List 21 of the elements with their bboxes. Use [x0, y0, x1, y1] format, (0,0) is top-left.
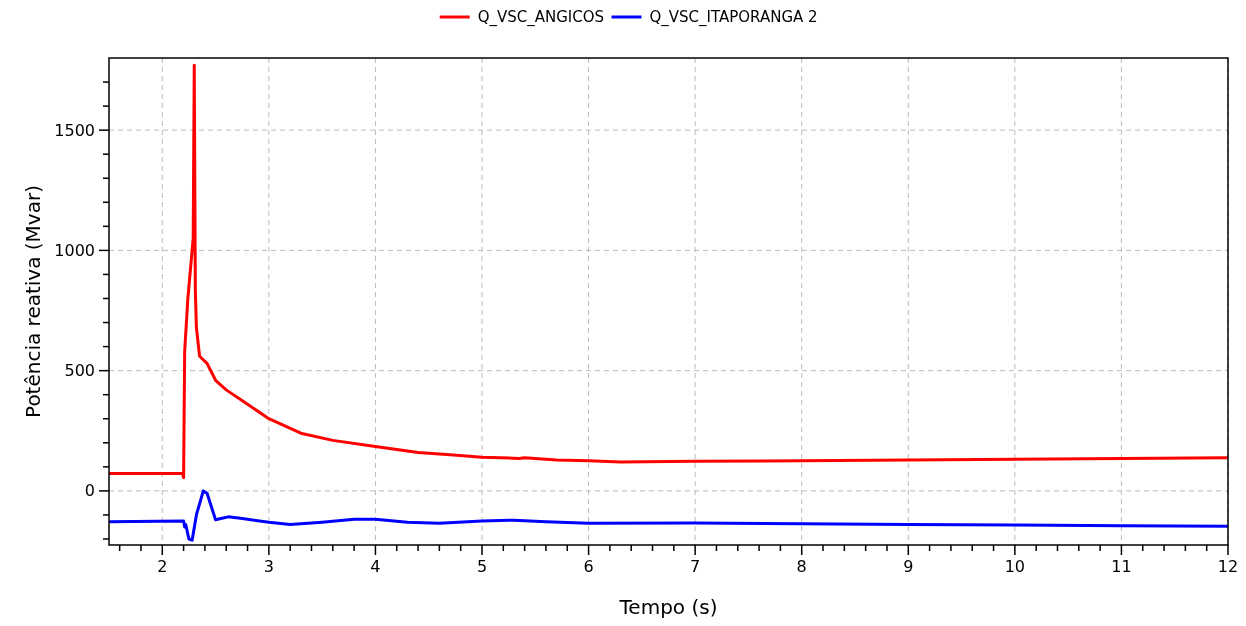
- x-tick-label: 9: [903, 557, 914, 576]
- x-tick-label: 2: [157, 557, 168, 576]
- y-tick-label: 500: [64, 361, 95, 381]
- x-tick-label: 10: [1004, 557, 1026, 576]
- y-tick-label: 1000: [54, 241, 95, 260]
- legend-label: Q_VSC_ANGICOS: [477, 8, 605, 27]
- x-tick-label: 12: [1217, 557, 1239, 576]
- y-tick-label: 0: [84, 481, 95, 501]
- x-tick-label: 8: [796, 557, 807, 576]
- y-tick-label: 1500: [54, 120, 95, 140]
- x-tick-label: 11: [1111, 557, 1132, 576]
- line-series: [109, 489, 1228, 542]
- x-tick-label: 7: [690, 557, 701, 576]
- y-axis-title: Potência reativa (Mvar): [21, 185, 45, 418]
- x-tick-label: 5: [476, 557, 488, 576]
- x-axis-title: Tempo (s): [618, 595, 718, 619]
- line-series: [109, 63, 1228, 480]
- x-tick-label: 6: [583, 557, 594, 576]
- x-tick-label: 3: [263, 557, 274, 576]
- x-tick-label: 4: [370, 557, 381, 576]
- legend-label: Q_VSC_ITAPORANGA 2: [649, 8, 818, 27]
